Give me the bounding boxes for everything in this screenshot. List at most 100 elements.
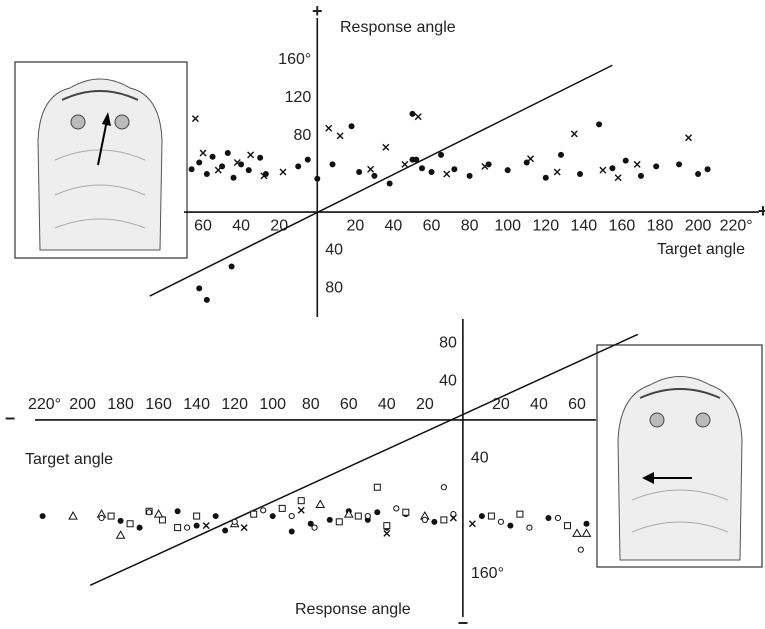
point	[451, 166, 458, 173]
point	[393, 505, 400, 512]
point	[126, 520, 134, 528]
point	[440, 484, 447, 491]
point	[374, 509, 381, 516]
point	[174, 508, 181, 515]
x-tick-label: 80	[302, 396, 320, 413]
y-tick-label: 40	[325, 241, 343, 258]
point	[676, 161, 683, 168]
point	[260, 172, 268, 180]
point	[383, 529, 391, 537]
point	[288, 528, 295, 535]
x-tick-label: 200	[69, 396, 96, 413]
point	[158, 516, 166, 524]
inset-top	[14, 61, 188, 259]
point	[516, 510, 524, 518]
point	[364, 512, 371, 520]
point	[583, 520, 590, 527]
point	[257, 154, 264, 161]
point	[233, 159, 241, 167]
point	[247, 151, 255, 159]
point	[174, 524, 182, 532]
point	[570, 130, 578, 138]
point	[136, 524, 143, 531]
diagonal-line	[89, 333, 639, 586]
point	[383, 522, 391, 530]
point	[443, 170, 451, 178]
y-axis-sign: −	[458, 613, 469, 629]
y-tick-label: 160°	[471, 565, 504, 582]
point	[325, 124, 333, 132]
point	[228, 263, 235, 270]
point	[326, 516, 333, 523]
point	[468, 520, 476, 528]
point	[599, 166, 607, 174]
point	[614, 174, 622, 182]
point	[414, 113, 422, 121]
point	[250, 510, 258, 518]
point	[409, 110, 416, 117]
point	[466, 172, 473, 179]
point	[240, 524, 248, 532]
point	[526, 524, 533, 531]
point	[297, 506, 305, 514]
x-tick-label: 180	[107, 396, 134, 413]
point	[304, 156, 311, 163]
point	[196, 159, 203, 166]
point	[146, 509, 153, 516]
point	[288, 512, 295, 520]
x-tick-label: 220°	[28, 396, 61, 413]
point	[633, 160, 641, 168]
point	[704, 166, 711, 173]
point	[653, 163, 660, 170]
point	[481, 162, 489, 170]
point	[354, 512, 362, 520]
x-tick-label: 60	[340, 396, 358, 413]
x-tick-label: 60	[194, 217, 212, 234]
point	[487, 512, 495, 520]
x-tick-label: 20	[270, 217, 288, 234]
point	[295, 163, 302, 170]
x-tick-label: 80	[461, 217, 479, 234]
x-tick-label: 40	[385, 217, 403, 234]
x-tick-label: 20	[346, 217, 364, 234]
point	[231, 518, 238, 525]
point	[335, 518, 343, 526]
point	[572, 528, 582, 537]
point	[428, 169, 435, 176]
point	[153, 509, 164, 518]
x-tick-label: 160	[145, 396, 172, 413]
point	[238, 161, 245, 168]
point	[421, 516, 428, 524]
point	[382, 143, 390, 151]
point	[209, 153, 216, 160]
point	[563, 522, 571, 530]
point	[450, 511, 457, 518]
point	[314, 175, 321, 182]
x-tick-label: 60	[423, 217, 441, 234]
x-tick-label: 140	[183, 396, 210, 413]
x-tick-label: 120	[221, 396, 248, 413]
x-tick-label: 40	[530, 396, 548, 413]
x-tick-label: 120	[532, 217, 559, 234]
point	[431, 518, 438, 525]
point	[553, 168, 561, 176]
x-axis-sign: +	[758, 201, 765, 221]
point	[98, 514, 105, 522]
point	[637, 172, 644, 179]
point	[199, 149, 207, 157]
point	[386, 180, 393, 187]
x-tick-label: 60	[568, 396, 586, 413]
y-tick-label: 160°	[278, 51, 311, 68]
point	[401, 160, 409, 168]
point	[329, 161, 336, 168]
point	[224, 149, 231, 156]
x-tick-label: 200	[685, 217, 712, 234]
y-tick-label: 120	[285, 89, 312, 106]
point	[545, 514, 552, 521]
point	[622, 157, 629, 164]
point	[117, 517, 124, 524]
point	[222, 527, 229, 534]
point	[485, 161, 492, 168]
point	[203, 296, 210, 303]
